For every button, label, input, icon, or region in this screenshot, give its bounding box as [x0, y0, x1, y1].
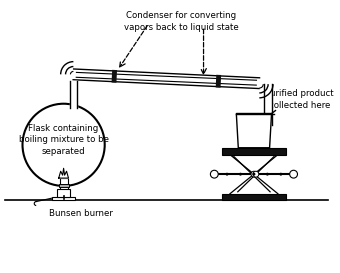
- Text: Purified product
collected here: Purified product collected here: [265, 89, 334, 110]
- Polygon shape: [73, 69, 259, 88]
- Circle shape: [266, 173, 269, 176]
- Polygon shape: [59, 168, 68, 178]
- Polygon shape: [70, 81, 77, 108]
- Circle shape: [239, 173, 242, 176]
- Text: Condenser for converting
vapors back to liquid state: Condenser for converting vapors back to …: [124, 11, 238, 32]
- Circle shape: [225, 173, 228, 176]
- Text: Flask containing
boiling mixture to be
separated: Flask containing boiling mixture to be s…: [19, 124, 108, 156]
- Text: Bunsen burner: Bunsen burner: [49, 209, 113, 218]
- Circle shape: [210, 170, 218, 178]
- Circle shape: [279, 173, 282, 176]
- Bar: [60, 178, 68, 190]
- Polygon shape: [238, 132, 270, 147]
- Circle shape: [251, 171, 257, 177]
- Bar: [222, 148, 286, 155]
- Circle shape: [290, 170, 298, 178]
- Polygon shape: [264, 84, 272, 125]
- Polygon shape: [76, 72, 256, 85]
- Bar: [222, 194, 286, 200]
- Circle shape: [22, 104, 105, 186]
- Circle shape: [253, 171, 259, 177]
- Bar: [57, 189, 70, 197]
- Bar: [59, 184, 68, 187]
- Polygon shape: [236, 114, 272, 148]
- Circle shape: [253, 173, 255, 176]
- Bar: [52, 197, 75, 200]
